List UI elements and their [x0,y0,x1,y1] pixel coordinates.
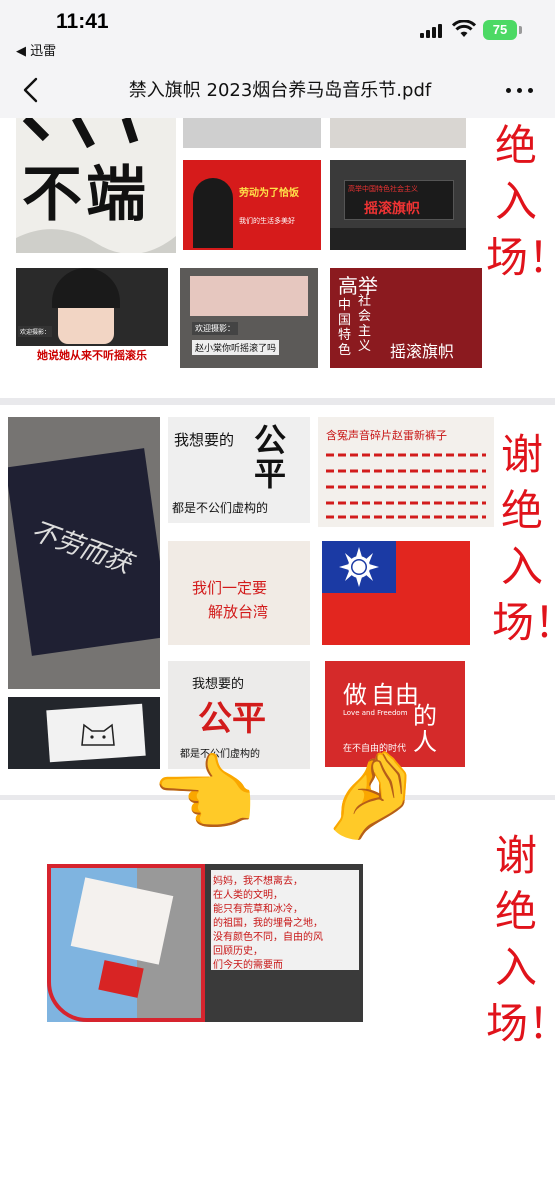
clock: 11:41 [56,10,109,33]
singer-caption: 她说她从来不听摇滚乐 [16,346,168,366]
banner-brush-text: 不端 [22,160,150,230]
letter-screen: 妈妈，我不想离去， 在人类的文明， 能只有荒草和冰冷， 的祖国，我的埋骨之地， … [211,870,359,971]
letter-line-6: 回顾历史， [213,946,263,957]
fairness-flag-line1: 我想要的 [174,431,235,449]
red-graphic-mid-text: 社会主义 [358,294,372,354]
status-bar: 11:41 ◀ 迅雷 75 [0,0,555,62]
page3-side-text: 谢绝入场！ [486,831,555,1048]
fan-sign-photo: 欢迎摄影： 赵小棠你听摇滚了吗 [180,268,318,368]
pdf-page-3: 妈妈，我不想离去， 在人类的文明， 能只有荒草和冰冷， 的祖国，我的埋骨之地， … [0,800,555,1200]
photo-grey-top-middle [183,118,321,148]
propaganda-banner-subtext: 我们的生活多美好 [239,217,295,225]
fan-sign-text-2: 赵小棠你听摇滚了吗 [192,340,280,355]
fairness-red-line2: 都是不公们虚构的 [180,749,260,760]
back-chevron-icon[interactable] [14,72,50,108]
liberate-flag-line1: 我们一定要 [192,579,268,597]
fairness-flag-red-photo: 我想要的 公平 都是不公们虚构的 [168,661,310,769]
stage-banner-photo: 高举中国特色社会主义 摇滚旗帜 [330,160,466,250]
cellular-signal-icon [420,24,446,38]
fairness-flag-line2: 都是不公们虚构的 [172,501,269,515]
singer-tag: 欢迎摄影： [18,326,53,337]
stage-banner-top-text: 高举中国特色社会主义 [348,185,418,193]
screen-in-photo [190,276,308,316]
red-graphic-top-text: 高举 [338,274,378,298]
stage-equipment [330,228,466,250]
red-text-lines [326,453,486,519]
stage-banner-main-text: 摇滚旗帜 [364,201,420,217]
letter-text-photo: 妈妈，我不想离去， 在人类的文明， 能只有荒草和冰冷， 的祖国，我的埋骨之地， … [205,864,363,1022]
pdf-page-2: 不劳而获 我想要的 公平 都是不公们虚构的 含冤声音碎片赵雷新裤子 我们一定要 … [0,405,555,795]
fairness-red-line1: 我想要的 [192,677,245,692]
red-graphic-left-text: 中国特色 [338,298,352,358]
wifi-icon [452,20,476,37]
worker-silhouette [193,178,233,248]
singer-hair [52,268,120,308]
document-title: 禁入旗帜 2023烟台养马岛音乐节.pdf [128,80,432,101]
letter-line-2: 在人类的文明， [213,890,283,901]
liberate-flag-line2: 解放台湾 [208,603,269,621]
free-flag-char2: 自由 [371,681,419,709]
propaganda-banner-text: 劳动为了恰饭 [239,188,299,199]
pointing-left-hand-icon: 👈 [150,745,258,845]
navigation-bar: 禁入旗帜 2023烟台养马岛音乐节.pdf [0,62,555,118]
letter-line-3: 能只有荒草和冰冷， [213,904,303,915]
singer-tv-still: 欢迎摄影： 她说她从来不听摇滚乐 [16,268,168,366]
free-person-flag-photo: 做 自由 的人 Love and Freedom 在不自由的时代 [325,661,465,767]
letter-line-5: 没有颜色不同，自由的风 [213,932,323,943]
photo-grey-top-right [330,118,466,148]
fairness-flag-photo: 我想要的 公平 都是不公们虚构的 [168,417,310,523]
fan-sign-text-1: 欢迎摄影： [192,322,238,335]
page1-side-text: 绝入场！ [486,121,555,282]
concert-flag-photo [47,864,205,1022]
red-graphic-big-text: 摇滚旗帜 [390,342,455,361]
free-flag-en: Love and Freedom [343,709,408,717]
battery-tip [519,26,522,34]
fairness-flag-big: 公平 [254,421,287,493]
free-flag-char3: 的人 [413,702,437,756]
cat-doodle-icon [81,723,115,746]
liberate-taiwan-flag-photo: 我们一定要 解放台湾 [168,541,310,645]
black-banner [344,180,454,220]
free-flag-small: 在不自由的时代 [343,744,407,754]
black-flag-ground-photo: 不劳而获 [8,417,160,689]
page2-side-text: 谢绝入场！ [492,430,555,647]
banner-photo-brush-text: 不端 [16,118,176,253]
cat-flag-photo [8,697,160,769]
pinched-fingers-hand-icon: 🤌 [318,745,426,845]
red-propaganda-banner-photo: 劳动为了恰饭 我们的生活多美好 [183,160,321,250]
brush-calligraphy-graphic [16,118,176,253]
letter-line-7: 们今天的需要而 [213,960,283,971]
battery-icon: 75 [483,20,517,40]
pdf-page-1: 不端 劳动为了恰饭 我们的生活多美好 高举中国特色社会主义 摇滚旗帜 欢迎摄影：… [0,118,555,398]
letter-line-4: 的祖国，我的埋骨之地， [213,918,323,929]
back-to-app-link[interactable]: ◀ 迅雷 [16,44,57,59]
more-options-button[interactable] [500,74,540,106]
roc-flag-photo [322,541,470,645]
free-flag-char1: 做 [343,681,367,709]
letter-line-1: 妈妈，我不想离去， [213,876,303,887]
fairness-red-big: 公平 [198,699,266,739]
red-text-flag-text: 含冤声音碎片赵雷新裤子 [326,429,447,442]
white-sun-icon [339,547,379,587]
red-text-flag-photo: 含冤声音碎片赵雷新裤子 [318,417,494,527]
red-rock-flag-graphic: 高举 中国特色 社会主义 摇滚旗帜 [330,268,482,368]
red-frame [47,864,205,1022]
